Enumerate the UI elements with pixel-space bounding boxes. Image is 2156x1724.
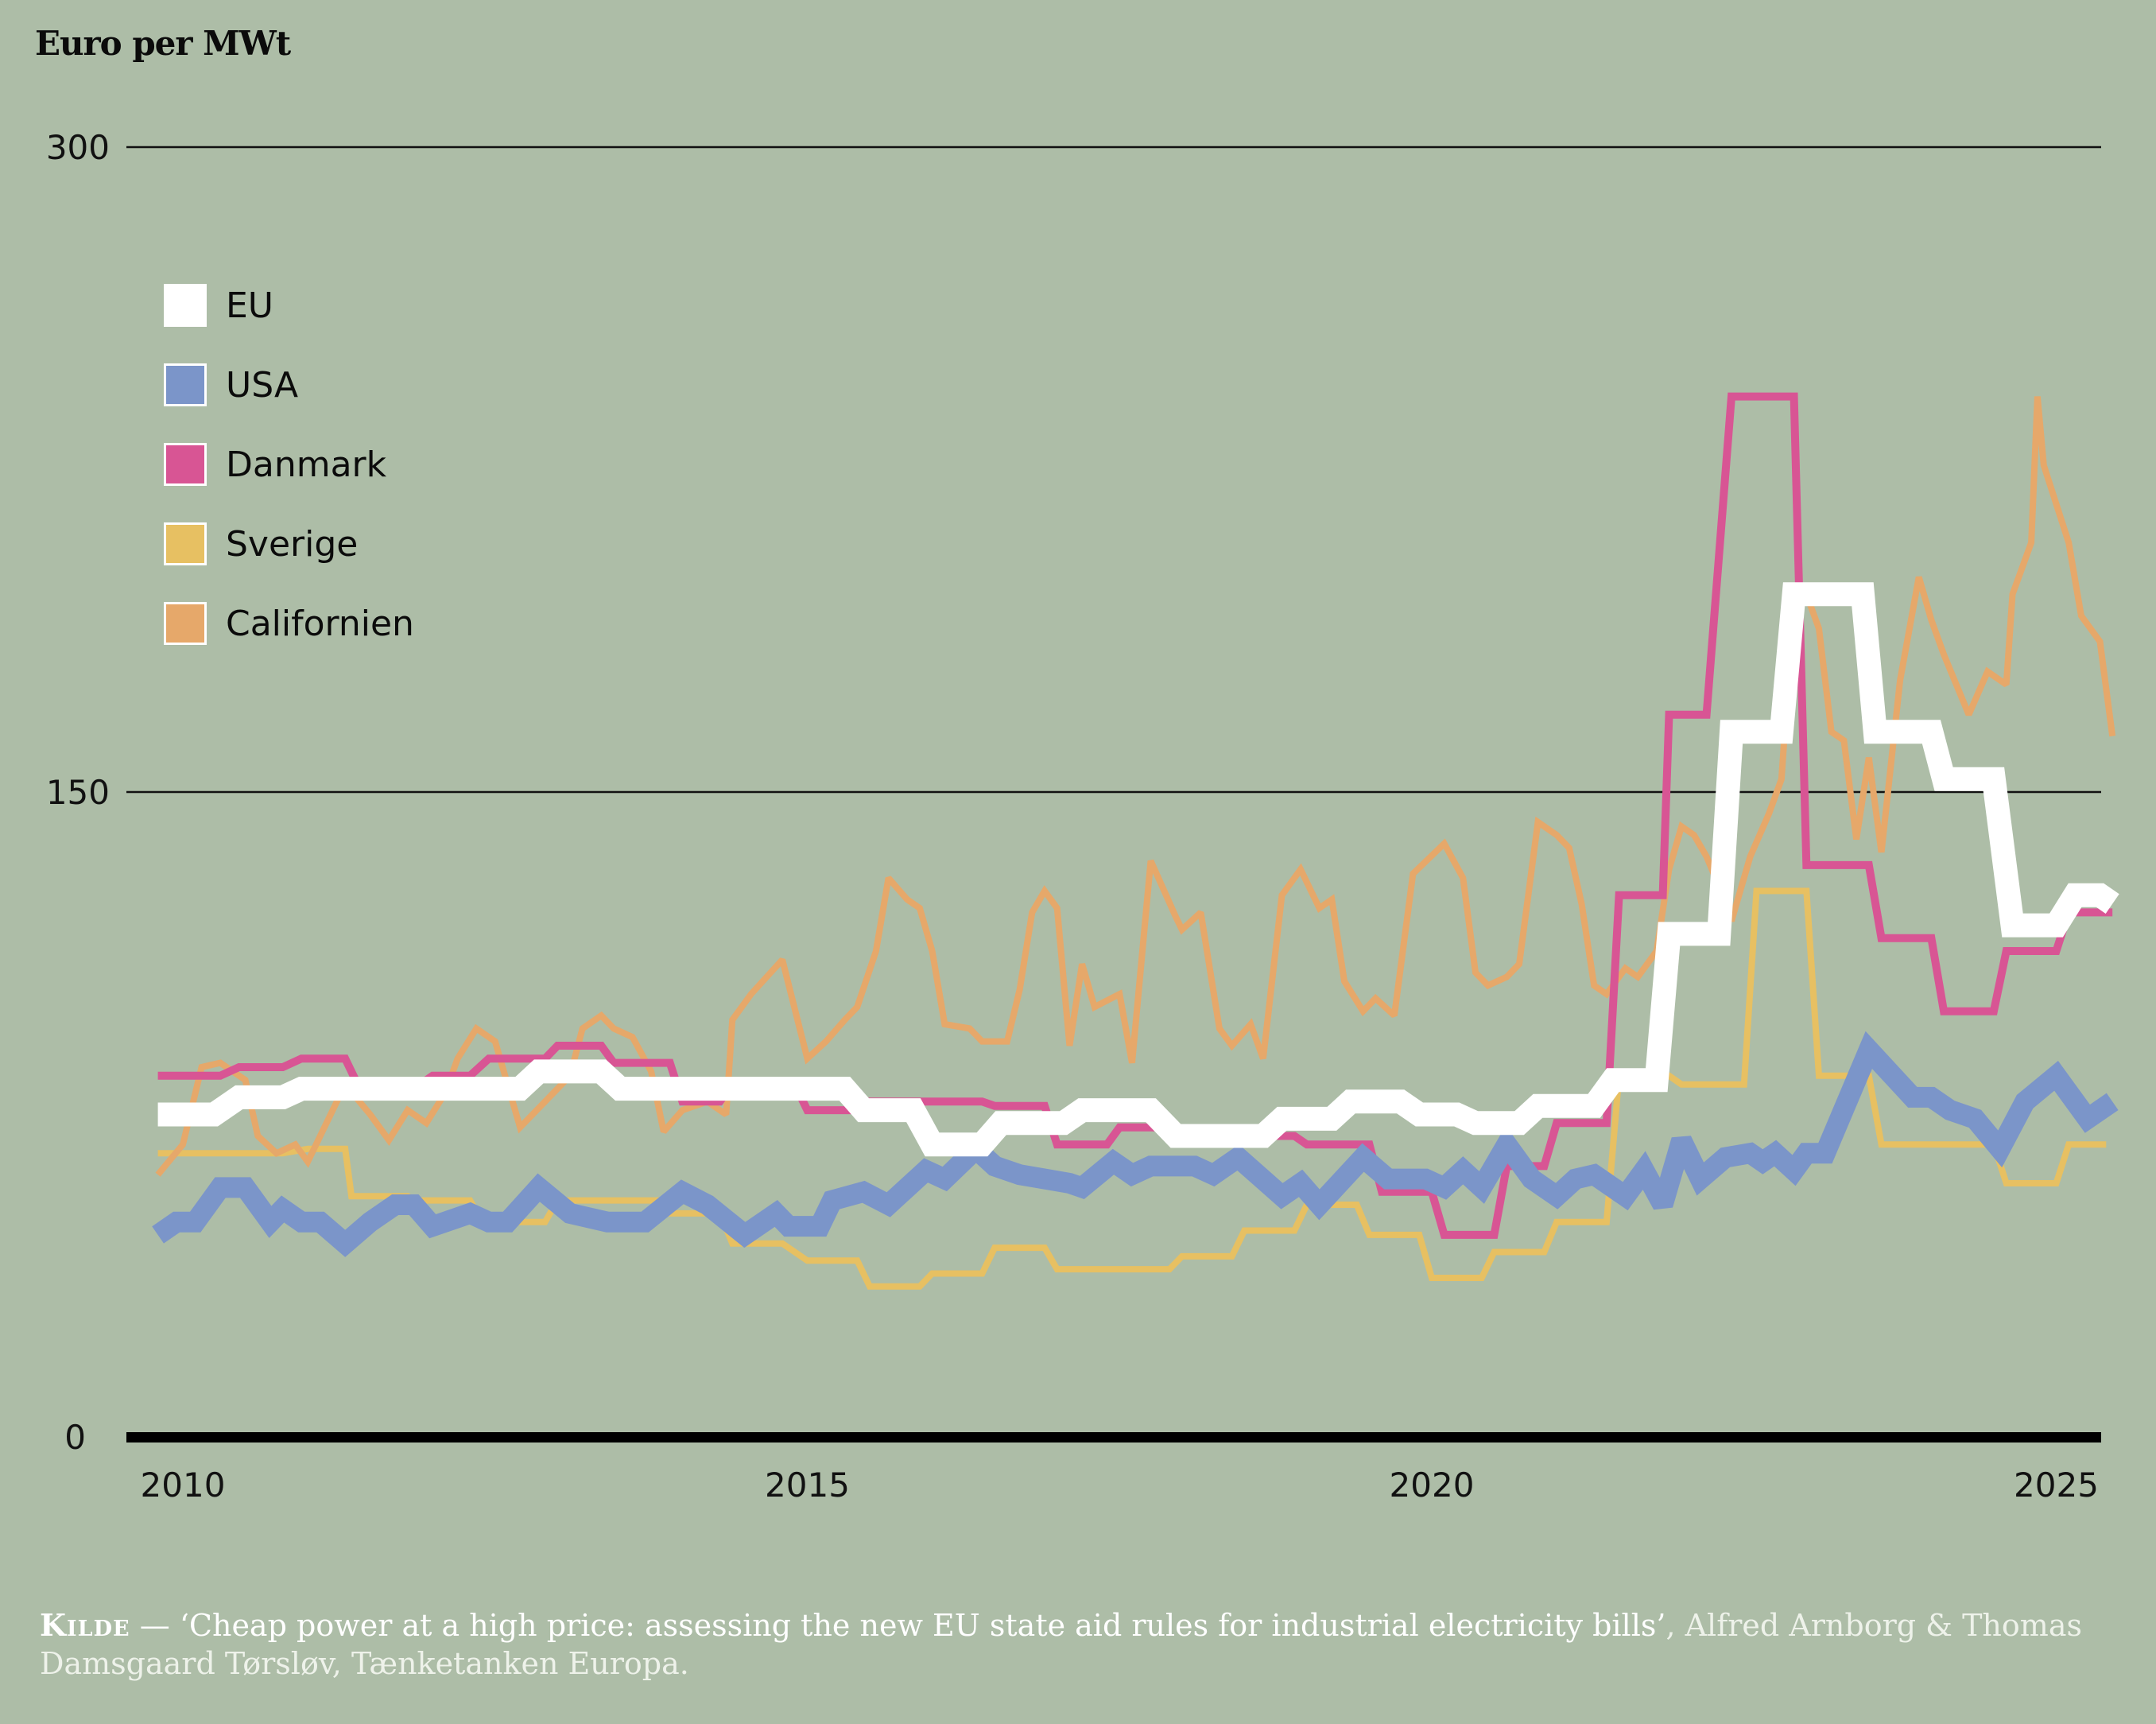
x-tick-label: 2010 xyxy=(141,1466,226,1505)
legend-item-sverige: Sverige xyxy=(164,504,414,584)
source-dash: — xyxy=(130,1608,180,1643)
gridlines xyxy=(126,146,2101,794)
legend-swatch-danmark xyxy=(164,443,207,486)
legend-label-sverige: Sverige xyxy=(226,523,359,565)
y-tick-label: 300 xyxy=(46,128,110,167)
x-tick-label: 2025 xyxy=(2014,1466,2099,1505)
legend-item-usa: USA xyxy=(164,345,414,425)
legend-item-danmark: Danmark xyxy=(164,425,414,504)
legend-item-californien: Californien xyxy=(164,584,414,663)
legend-label-danmark: Danmark xyxy=(226,444,387,485)
legend: EU USA Danmark Sverige Californien xyxy=(164,266,414,663)
source-authors: , Alfred Arnborg & Thomas Damsgaard Tørs… xyxy=(40,1608,2082,1681)
y-tick-labels: 0 150 300 xyxy=(46,128,110,1457)
source-report-title: ‘Cheap power at a high price: assessing … xyxy=(179,1608,1666,1643)
source-kilde-label: Kilde xyxy=(40,1607,130,1643)
source-note: Kilde — ‘Cheap power at a high price: as… xyxy=(40,1606,2107,1683)
legend-label-usa: USA xyxy=(226,364,299,406)
x-tick-label: 2020 xyxy=(1390,1466,1475,1505)
legend-item-eu: EU xyxy=(164,266,414,345)
y-tick-label: 0 xyxy=(64,1418,86,1457)
x-tick-labels: 2010 2015 2020 2025 xyxy=(141,1466,2099,1505)
x-tick-label: 2015 xyxy=(765,1466,850,1505)
series-line-usa xyxy=(152,1031,2119,1257)
legend-label-californien: Californien xyxy=(226,603,414,644)
y-tick-label: 150 xyxy=(46,773,110,812)
legend-swatch-californien xyxy=(164,602,207,645)
legend-swatch-usa xyxy=(164,363,207,406)
x-axis-baseline xyxy=(126,1432,2101,1442)
y-axis-unit-label: Euro per MWt xyxy=(35,24,291,63)
series-lines xyxy=(152,392,2119,1290)
legend-swatch-sverige xyxy=(164,522,207,565)
series-line-eu xyxy=(157,582,2119,1157)
legend-swatch-eu xyxy=(164,284,207,327)
legend-label-eu: EU xyxy=(226,285,274,326)
series-line-californien xyxy=(155,396,2116,1177)
